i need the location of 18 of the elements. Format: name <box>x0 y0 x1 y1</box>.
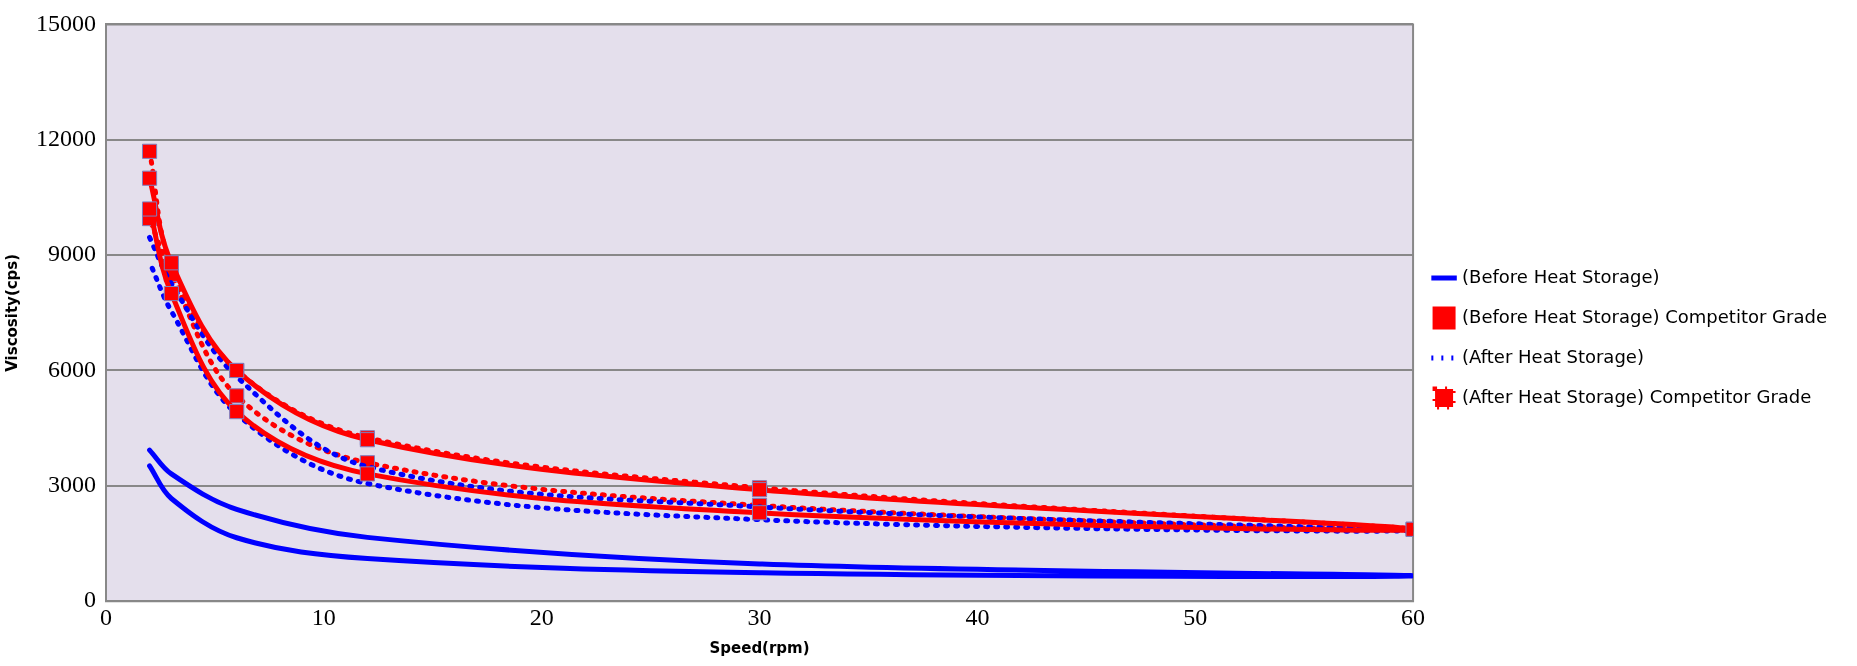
x-tick-label: 50 <box>1183 603 1208 630</box>
x-tick-label: 30 <box>747 603 772 630</box>
y-axis-title: Viscosity(cps) <box>2 253 21 372</box>
x-axis-title: Speed(rpm) <box>709 638 810 657</box>
y-tick-label: 0 <box>84 586 96 613</box>
x-tick-label: 40 <box>965 603 990 630</box>
x-tick-label: 20 <box>529 603 554 630</box>
y-tick-label: 6000 <box>48 355 96 382</box>
y-tick-label: 3000 <box>48 471 96 498</box>
legend-label: (After Heat Storage) <box>1462 345 1644 367</box>
legend-label: (Before Heat Storage) Competitor Grade <box>1462 305 1828 327</box>
legend-label: (After Heat Storage) Competitor Grade <box>1462 385 1812 407</box>
y-tick-label: 9000 <box>48 240 96 267</box>
y-tick-label: 15000 <box>36 9 96 36</box>
legend-label: (Before Heat Storage) <box>1462 265 1660 287</box>
x-tick-label: 10 <box>311 603 336 630</box>
x-tick-label: 60 <box>1401 603 1426 630</box>
y-tick-label: 12000 <box>36 125 96 152</box>
